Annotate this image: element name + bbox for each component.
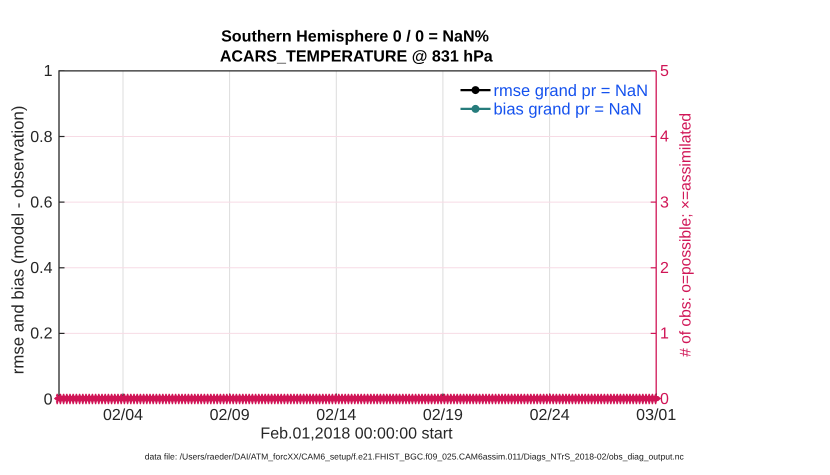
svg-text:rmse grand pr = NaN: rmse grand pr = NaN — [494, 82, 649, 100]
svg-text:3: 3 — [660, 194, 669, 211]
svg-text:0.4: 0.4 — [30, 260, 52, 277]
svg-text:02/19: 02/19 — [423, 407, 463, 424]
svg-text:data file: /Users/raeder/DAI/A: data file: /Users/raeder/DAI/ATM_forcXX/… — [145, 451, 685, 461]
svg-text:02/24: 02/24 — [530, 407, 570, 424]
svg-text:# of obs: o=possible; ×=assimi: # of obs: o=possible; ×=assimilated — [678, 113, 695, 357]
svg-text:bias grand pr = NaN: bias grand pr = NaN — [494, 101, 642, 119]
svg-text:02/14: 02/14 — [316, 407, 356, 424]
svg-text:1: 1 — [660, 326, 669, 343]
svg-text:0: 0 — [660, 391, 669, 408]
svg-text:0.6: 0.6 — [30, 194, 52, 211]
svg-text:02/09: 02/09 — [210, 407, 250, 424]
svg-text:rmse and bias (model - observa: rmse and bias (model - observation) — [9, 106, 28, 375]
svg-text:0.2: 0.2 — [30, 326, 52, 343]
svg-text:ACARS_TEMPERATURE @ 831 hPa: ACARS_TEMPERATURE @ 831 hPa — [220, 48, 494, 66]
svg-text:0: 0 — [44, 391, 53, 408]
svg-text:03/01: 03/01 — [636, 407, 676, 424]
svg-text:5: 5 — [660, 63, 669, 80]
svg-text:02/04: 02/04 — [103, 407, 143, 424]
svg-text:Feb.01,2018 00:00:00 start: Feb.01,2018 00:00:00 start — [260, 425, 453, 442]
svg-text:2: 2 — [660, 260, 669, 277]
svg-text:0.8: 0.8 — [30, 129, 52, 146]
svg-text:4: 4 — [660, 129, 669, 146]
svg-text:1: 1 — [44, 63, 53, 80]
svg-text:Southern Hemisphere 0 / 0 = Na: Southern Hemisphere 0 / 0 = NaN% — [221, 27, 489, 45]
